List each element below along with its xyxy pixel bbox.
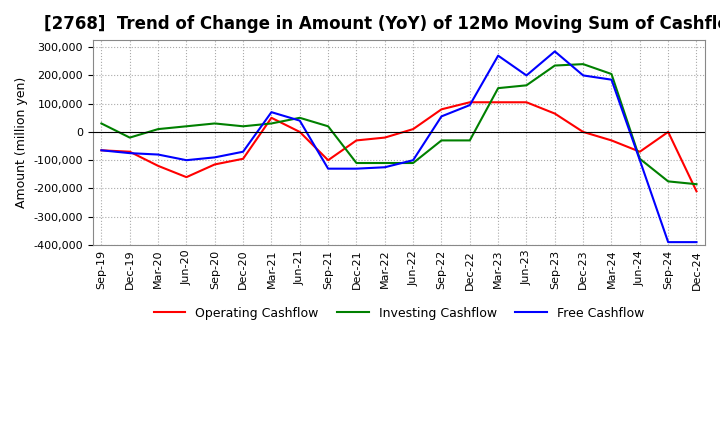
Investing Cashflow <box>380 160 389 165</box>
Free Cashflow <box>295 118 304 123</box>
Operating Cashflow <box>324 158 333 163</box>
Operating Cashflow <box>664 129 672 135</box>
Investing Cashflow <box>494 85 503 91</box>
Line: Investing Cashflow: Investing Cashflow <box>102 64 696 184</box>
Title: [2768]  Trend of Change in Amount (YoY) of 12Mo Moving Sum of Cashflows: [2768] Trend of Change in Amount (YoY) o… <box>44 15 720 33</box>
Operating Cashflow <box>380 135 389 140</box>
Free Cashflow <box>210 155 219 160</box>
Operating Cashflow <box>239 156 248 161</box>
Investing Cashflow <box>579 62 588 67</box>
Operating Cashflow <box>494 99 503 105</box>
Operating Cashflow <box>465 99 474 105</box>
Investing Cashflow <box>210 121 219 126</box>
Operating Cashflow <box>210 162 219 167</box>
Investing Cashflow <box>154 126 163 132</box>
Operating Cashflow <box>409 126 418 132</box>
Free Cashflow <box>380 165 389 170</box>
Investing Cashflow <box>692 182 701 187</box>
Investing Cashflow <box>125 135 134 140</box>
Free Cashflow <box>522 73 531 78</box>
Operating Cashflow <box>295 129 304 135</box>
Investing Cashflow <box>352 160 361 165</box>
Free Cashflow <box>494 53 503 58</box>
Operating Cashflow <box>125 149 134 154</box>
Free Cashflow <box>607 77 616 82</box>
Free Cashflow <box>579 73 588 78</box>
Operating Cashflow <box>437 106 446 112</box>
Investing Cashflow <box>607 71 616 77</box>
Operating Cashflow <box>551 111 559 116</box>
Investing Cashflow <box>409 160 418 165</box>
Operating Cashflow <box>182 175 191 180</box>
Free Cashflow <box>551 49 559 54</box>
Free Cashflow <box>324 166 333 171</box>
Operating Cashflow <box>522 99 531 105</box>
Free Cashflow <box>239 149 248 154</box>
Investing Cashflow <box>97 121 106 126</box>
Operating Cashflow <box>579 129 588 135</box>
Free Cashflow <box>409 158 418 163</box>
Free Cashflow <box>664 239 672 245</box>
Investing Cashflow <box>664 179 672 184</box>
Free Cashflow <box>267 110 276 115</box>
Operating Cashflow <box>607 138 616 143</box>
Line: Free Cashflow: Free Cashflow <box>102 51 696 242</box>
Free Cashflow <box>125 150 134 156</box>
Operating Cashflow <box>352 138 361 143</box>
Investing Cashflow <box>636 156 644 161</box>
Free Cashflow <box>352 166 361 171</box>
Operating Cashflow <box>636 149 644 154</box>
Legend: Operating Cashflow, Investing Cashflow, Free Cashflow: Operating Cashflow, Investing Cashflow, … <box>149 302 649 325</box>
Free Cashflow <box>97 148 106 153</box>
Investing Cashflow <box>465 138 474 143</box>
Free Cashflow <box>692 239 701 245</box>
Investing Cashflow <box>437 138 446 143</box>
Free Cashflow <box>182 158 191 163</box>
Free Cashflow <box>154 152 163 157</box>
Operating Cashflow <box>97 148 106 153</box>
Investing Cashflow <box>239 124 248 129</box>
Investing Cashflow <box>295 115 304 121</box>
Free Cashflow <box>636 158 644 163</box>
Free Cashflow <box>437 114 446 119</box>
Free Cashflow <box>465 103 474 108</box>
Investing Cashflow <box>182 124 191 129</box>
Investing Cashflow <box>551 63 559 68</box>
Operating Cashflow <box>692 189 701 194</box>
Line: Operating Cashflow: Operating Cashflow <box>102 102 696 191</box>
Investing Cashflow <box>522 83 531 88</box>
Operating Cashflow <box>154 163 163 169</box>
Y-axis label: Amount (million yen): Amount (million yen) <box>15 77 28 208</box>
Operating Cashflow <box>267 115 276 121</box>
Investing Cashflow <box>267 121 276 126</box>
Investing Cashflow <box>324 124 333 129</box>
